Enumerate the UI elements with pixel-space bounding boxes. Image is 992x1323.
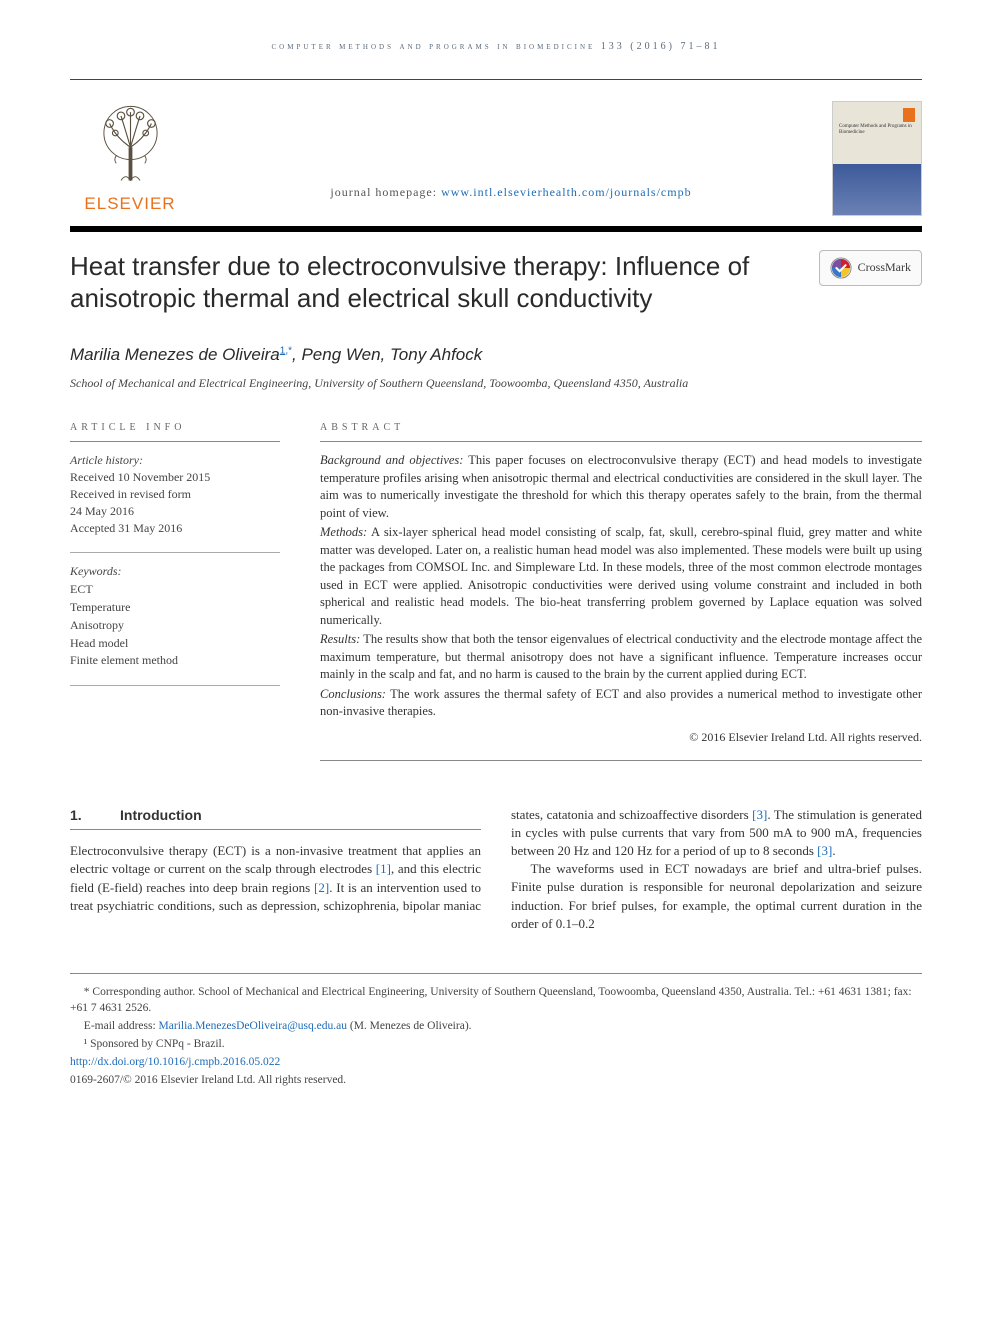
info-divider	[70, 552, 280, 553]
fn-email-who: (M. Menezes de Oliveira).	[347, 1020, 472, 1032]
abstract-bottom-rule	[320, 760, 922, 761]
abs-background-label: Background and objectives:	[320, 453, 463, 467]
abs-conclusions: The work assures the thermal safety of E…	[320, 687, 922, 719]
elsevier-tree-icon	[83, 95, 178, 190]
article-history: Article history: Received 10 November 20…	[70, 452, 280, 536]
history-line: Accepted 31 May 2016	[70, 520, 280, 537]
title-top-bar	[70, 226, 922, 232]
citation-3[interactable]: [3]	[752, 807, 767, 822]
elsevier-wordmark: ELSEVIER	[84, 192, 175, 216]
fn-email-link[interactable]: Marilia.MenezesDeOliveira@usq.edu.au	[159, 1020, 347, 1032]
section-heading-intro: 1.Introduction	[70, 806, 481, 831]
fn-email: E-mail address: Marilia.MenezesDeOliveir…	[70, 1018, 922, 1034]
abstract-copyright: © 2016 Elsevier Ireland Ltd. All rights …	[320, 729, 922, 746]
abstract-column: ABSTRACT Background and objectives: This…	[320, 421, 922, 760]
info-divider	[70, 685, 280, 686]
keywords-block: Keywords: ECT Temperature Anisotropy Hea…	[70, 563, 280, 669]
author-1[interactable]: Marilia Menezes de Oliveira	[70, 345, 280, 364]
abstract-body: Background and objectives: This paper fo…	[320, 452, 922, 721]
affiliation: School of Mechanical and Electrical Engi…	[70, 375, 922, 392]
keywords-label: Keywords:	[70, 563, 280, 580]
history-line: Received 10 November 2015	[70, 469, 280, 486]
abstract-head: ABSTRACT	[320, 421, 922, 442]
history-label: Article history:	[70, 452, 280, 469]
fn-corresponding: * Corresponding author. School of Mechan…	[70, 984, 922, 1016]
crossmark-badge[interactable]: CrossMark	[819, 250, 922, 286]
homepage-label: journal homepage:	[330, 185, 441, 199]
fn-email-label: E-mail address:	[84, 1020, 159, 1032]
crossmark-icon	[830, 257, 852, 279]
abs-results: The results show that both the tensor ei…	[320, 632, 922, 681]
doi-link[interactable]: http://dx.doi.org/10.1016/j.cmpb.2016.05…	[70, 1056, 280, 1068]
abs-conclusions-label: Conclusions:	[320, 687, 386, 701]
publisher-logo[interactable]: ELSEVIER	[70, 95, 190, 216]
author-affil-sup[interactable]: 1	[280, 345, 286, 356]
text-run: states, catatonia and schizoaffective di…	[511, 807, 752, 822]
crossmark-label: CrossMark	[858, 259, 911, 276]
footnotes: * Corresponding author. School of Mechan…	[70, 973, 922, 1089]
journal-header: ELSEVIER journal homepage: www.intl.else…	[70, 95, 922, 216]
citation-2[interactable]: [2]	[314, 880, 329, 895]
article-info-column: ARTICLE INFO Article history: Received 1…	[70, 421, 280, 760]
authors: Marilia Menezes de Oliveira1,*, Peng Wen…	[70, 343, 922, 367]
keyword: Head model	[70, 635, 280, 652]
article-info-head: ARTICLE INFO	[70, 421, 280, 442]
top-rule	[70, 79, 922, 80]
citation-3b[interactable]: [3]	[817, 843, 832, 858]
abs-results-label: Results:	[320, 632, 360, 646]
journal-homepage: journal homepage: www.intl.elsevierhealt…	[190, 184, 832, 216]
history-line: Received in revised form	[70, 486, 280, 503]
section-title: Introduction	[120, 807, 202, 823]
journal-cover-thumb[interactable]: Computer Methods and Programs in Biomedi…	[832, 101, 922, 216]
cover-thumb-title: Computer Methods and Programs in Biomedi…	[839, 124, 915, 136]
citation-1[interactable]: [1]	[376, 861, 391, 876]
history-line: 24 May 2016	[70, 503, 280, 520]
running-head: computer methods and programs in biomedi…	[70, 40, 922, 54]
article-title: Heat transfer due to electroconvulsive t…	[70, 250, 799, 315]
homepage-link[interactable]: www.intl.elsevierhealth.com/journals/cmp…	[441, 185, 692, 199]
keyword: Temperature	[70, 599, 280, 616]
abs-methods-label: Methods:	[320, 525, 367, 539]
fn-corr-text: * Corresponding author. School of Mechan…	[70, 986, 912, 1014]
text-run: .	[832, 843, 835, 858]
keyword: Finite element method	[70, 652, 280, 669]
section-num: 1.	[70, 806, 120, 826]
intro-para-2: The waveforms used in ECT nowadays are b…	[511, 860, 922, 933]
authors-rest: , Peng Wen, Tony Ahfock	[292, 345, 482, 364]
fn-sponsor: ¹ Sponsored by CNPq - Brazil.	[70, 1036, 922, 1052]
keyword: Anisotropy	[70, 617, 280, 634]
keyword: ECT	[70, 581, 280, 598]
abs-methods: A six-layer spherical head model consist…	[320, 525, 922, 627]
issn-line: 0169-2607/© 2016 Elsevier Ireland Ltd. A…	[70, 1072, 922, 1088]
body-text: 1.Introduction Electroconvulsive therapy…	[70, 806, 922, 933]
